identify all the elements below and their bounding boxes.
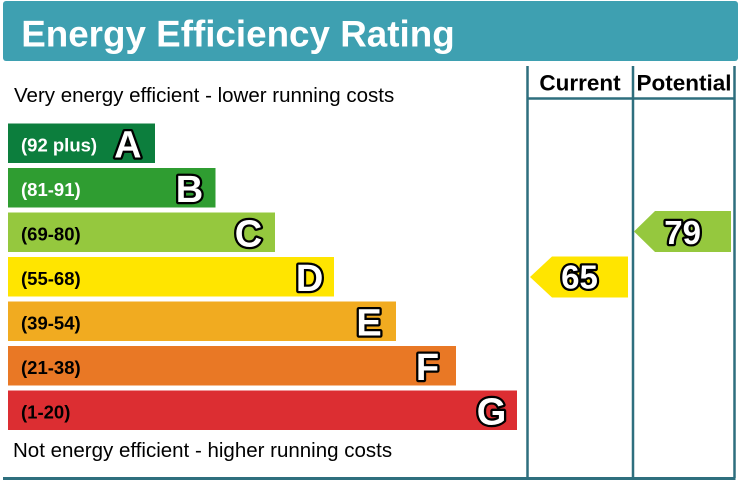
svg-text:F: F	[416, 347, 439, 389]
svg-text:G: G	[477, 391, 507, 433]
svg-text:79: 79	[664, 214, 701, 251]
svg-text:Current: Current	[539, 71, 621, 96]
svg-text:E: E	[356, 302, 381, 344]
svg-text:(69-80): (69-80)	[21, 224, 81, 245]
svg-text:(39-54): (39-54)	[21, 313, 81, 334]
svg-text:65: 65	[561, 259, 598, 296]
svg-text:(81-91): (81-91)	[21, 179, 81, 200]
svg-text:A: A	[114, 124, 141, 166]
svg-text:C: C	[235, 213, 262, 255]
svg-text:(1-20): (1-20)	[21, 402, 70, 423]
svg-text:D: D	[296, 258, 323, 300]
svg-text:(92 plus): (92 plus)	[21, 135, 97, 156]
svg-text:Potential: Potential	[636, 71, 731, 96]
svg-text:Not energy efficient - higher: Not energy efficient - higher running co…	[13, 439, 392, 462]
svg-text:B: B	[176, 169, 203, 211]
svg-text:(21-38): (21-38)	[21, 357, 81, 378]
svg-text:Very energy efficient - lower: Very energy efficient - lower running co…	[14, 84, 394, 107]
svg-text:(55-68): (55-68)	[21, 268, 81, 289]
svg-text:Energy Efficiency Rating: Energy Efficiency Rating	[21, 14, 455, 55]
